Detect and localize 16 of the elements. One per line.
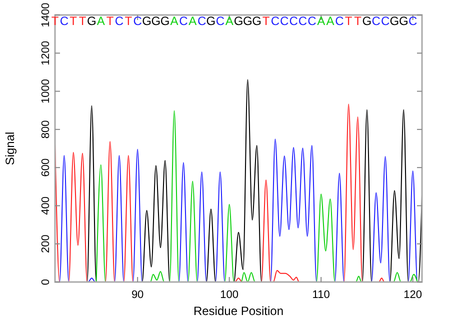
x-tick-label: 100 <box>220 289 239 301</box>
text: TCTTGATCTCGGGACACGCAGGGTCCCCCAACTTGCCGGC <box>51 14 418 28</box>
y-tick-label: 800 <box>40 120 52 139</box>
y-tick-label: 1000 <box>40 79 52 104</box>
line-series <box>96 110 418 282</box>
y-tick-label: 600 <box>40 158 52 177</box>
y-tick-label: 1400 <box>40 2 52 28</box>
x-tick-label: 120 <box>404 289 422 301</box>
x-tick-label: 110 <box>312 289 330 301</box>
y-axis-title: Signal <box>3 132 17 166</box>
y-tick-label: 0 <box>40 278 52 286</box>
x-axis-title: Residue Position <box>193 304 284 318</box>
x-tick-label: 90 <box>131 289 144 301</box>
y-tick-label: 1200 <box>40 40 52 66</box>
y-tick-label: 200 <box>40 234 52 254</box>
y-tick-label: 400 <box>40 196 52 215</box>
